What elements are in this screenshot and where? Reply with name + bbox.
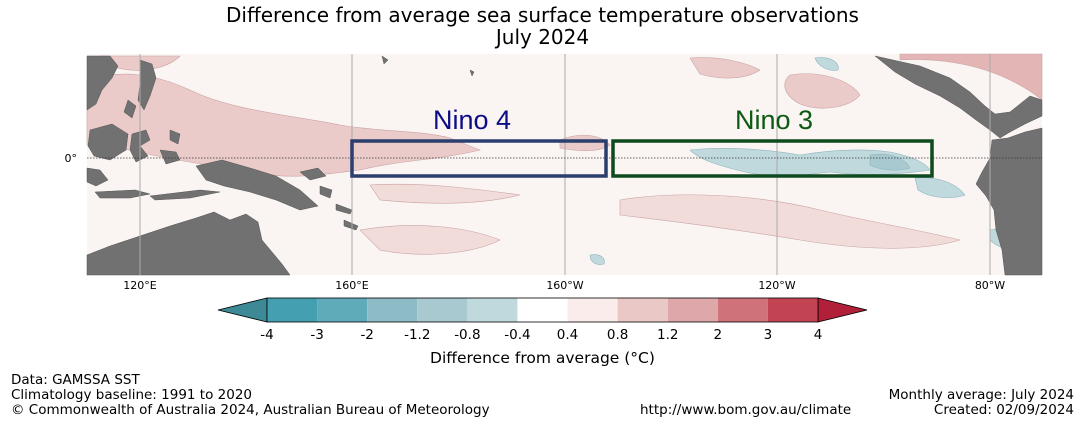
colorbar-tick-label: -0.4 bbox=[504, 327, 530, 343]
colorbar-segment bbox=[467, 298, 518, 322]
colorbar-tick-label: 1.2 bbox=[657, 327, 678, 343]
footer-url[interactable]: http://www.bom.gov.au/climate bbox=[640, 402, 852, 418]
footer-created: Created: 02/09/2024 bbox=[933, 402, 1074, 418]
land-asia bbox=[86, 55, 119, 111]
colorbar-over-arrow bbox=[817, 297, 868, 323]
colorbar-outline bbox=[266, 297, 819, 323]
colorbar-segment bbox=[767, 298, 818, 322]
land-new-guinea bbox=[195, 159, 319, 211]
colorbar-title: Difference from average (°C) bbox=[430, 349, 655, 367]
colorbar: -4 -3 -2 -1.2 -0.8 -0.4 0.4 0.8 1.2 2 3 4 bbox=[217, 297, 868, 343]
colorbar-tick-label: 0.8 bbox=[607, 327, 628, 343]
lon-label-160e: 160°E bbox=[335, 279, 368, 292]
colorbar-tick-label: -2 bbox=[360, 327, 373, 343]
footer-copyright: © Commonwealth of Australia 2024, Austra… bbox=[11, 402, 490, 418]
equator-label: 0° bbox=[65, 152, 78, 165]
colorbar-segment bbox=[417, 298, 468, 322]
colorbar-tick-label: 0.4 bbox=[557, 327, 578, 343]
land-south-america bbox=[975, 127, 1043, 276]
colorbar-segment bbox=[317, 298, 368, 322]
colorbar-segment bbox=[367, 298, 418, 322]
colorbar-segment bbox=[567, 298, 618, 322]
colorbar-under-arrow bbox=[217, 297, 268, 323]
lon-label-120e: 120°E bbox=[123, 279, 156, 292]
colorbar-tick-label: 2 bbox=[714, 327, 723, 343]
land-borneo bbox=[87, 123, 129, 161]
longitude-labels: 120°E 160°E 160°W 120°W 80°W bbox=[123, 279, 1005, 292]
warm-anomaly-areas bbox=[86, 53, 1043, 255]
footer-monthly: Monthly average: July 2024 bbox=[888, 387, 1074, 403]
colorbar-segment bbox=[517, 298, 568, 322]
colorbar-segment bbox=[617, 298, 668, 322]
nino3-label: Nino 3 bbox=[735, 105, 813, 135]
colorbar-tick-label: -4 bbox=[260, 327, 273, 343]
colorbar-segment bbox=[267, 298, 318, 322]
lon-label-80w: 80°W bbox=[975, 279, 1005, 292]
longitude-gridlines bbox=[139, 54, 991, 275]
chart-title: Difference from average sea surface temp… bbox=[226, 3, 859, 27]
lon-label-120w: 120°W bbox=[758, 279, 795, 292]
colorbar-tick-label: -1.2 bbox=[404, 327, 430, 343]
lon-label-160w: 160°W bbox=[546, 279, 583, 292]
footer-baseline: Climatology baseline: 1991 to 2020 bbox=[11, 387, 252, 403]
colorbar-tick-label: 4 bbox=[814, 327, 823, 343]
colorbar-tick-label: -0.8 bbox=[454, 327, 480, 343]
colorbar-segment bbox=[667, 298, 718, 322]
footer-data-source: Data: GAMSSA SST bbox=[11, 372, 140, 388]
land-central-america bbox=[874, 55, 1043, 139]
land bbox=[86, 55, 1043, 276]
nino3-box bbox=[611, 139, 934, 178]
land-australia bbox=[86, 211, 291, 276]
colorbar-tick-label: -3 bbox=[310, 327, 323, 343]
colorbar-tick-label: 3 bbox=[764, 327, 773, 343]
nino4-box bbox=[350, 139, 608, 178]
colorbar-segment bbox=[717, 298, 768, 322]
nino4-label: Nino 4 bbox=[433, 105, 511, 135]
chart-subtitle: July 2024 bbox=[495, 25, 590, 49]
